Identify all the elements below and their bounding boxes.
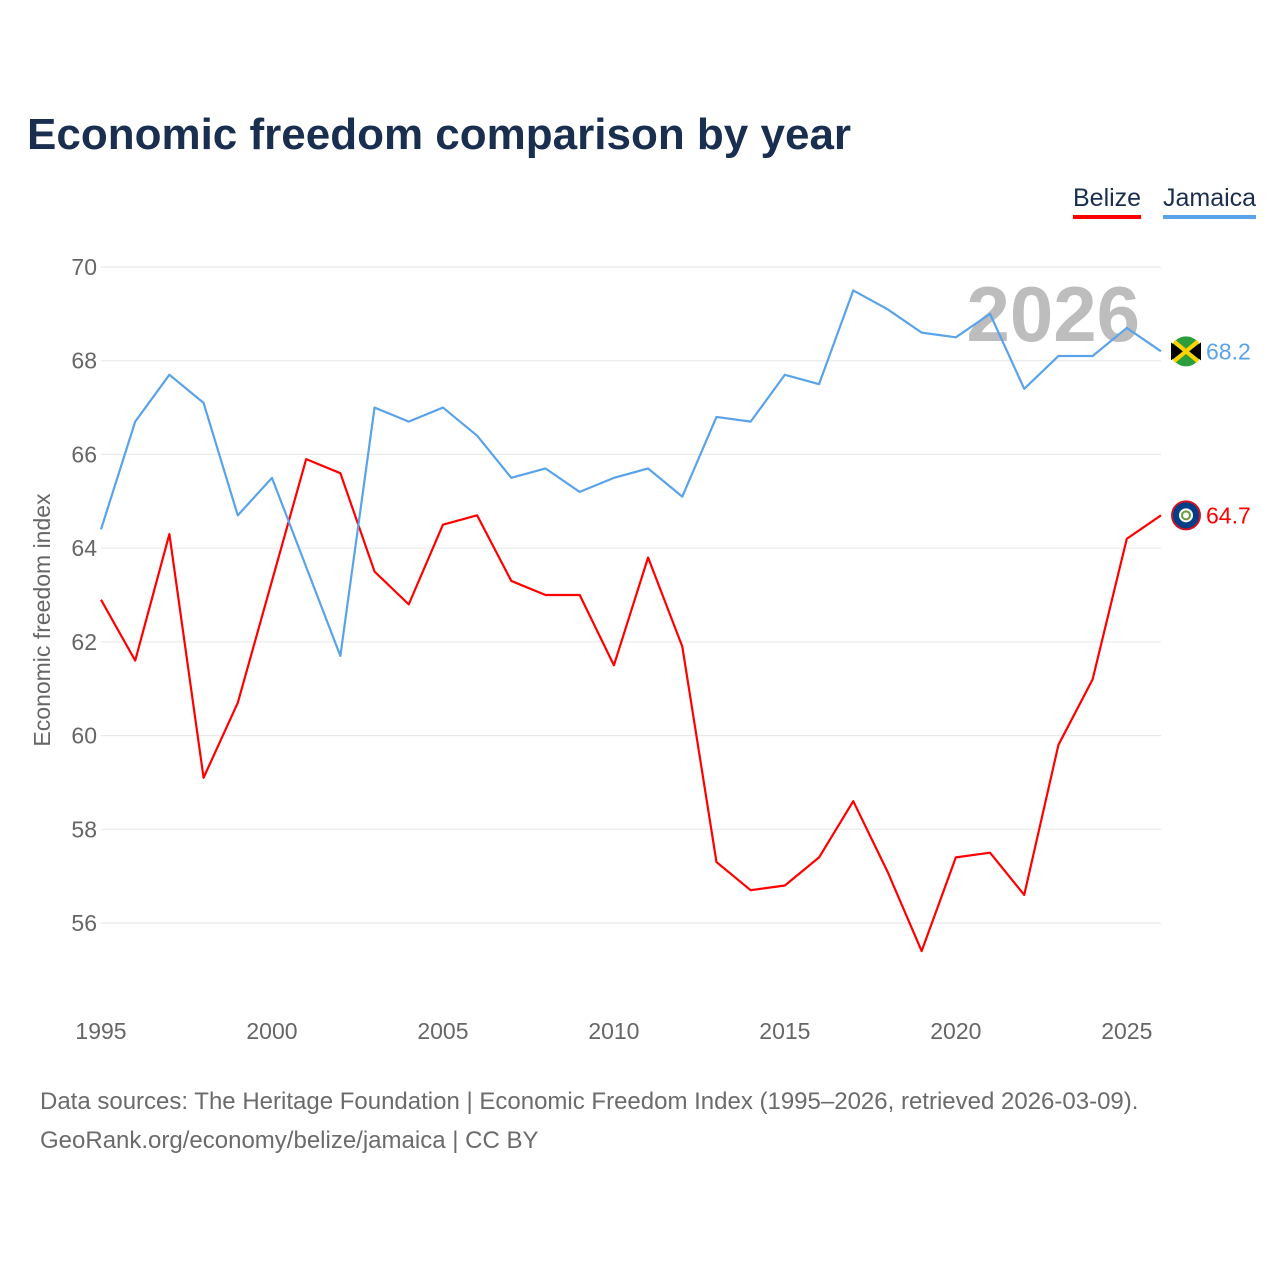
legend-item-jamaica[interactable]: Jamaica (1163, 184, 1257, 219)
x-tick-label: 2010 (588, 1018, 639, 1044)
source-text: Data sources: The Heritage Foundation | … (40, 1088, 1139, 1115)
y-tick-label: 58 (71, 816, 97, 842)
y-tick-label: 66 (71, 441, 97, 467)
x-tick-label: 2020 (930, 1018, 981, 1044)
belize-flag-wreath (1181, 510, 1191, 521)
y-axis-title: Economic freedom index (29, 493, 55, 747)
series-line-belize (100, 458, 1162, 953)
y-tick-label: 68 (71, 348, 97, 374)
x-tick-label: 2025 (1101, 1018, 1152, 1044)
year-watermark: 2026 (966, 270, 1140, 358)
y-tick-label: 70 (71, 254, 97, 280)
x-tick-label: 2015 (759, 1018, 810, 1044)
x-tick-label: 2005 (417, 1018, 468, 1044)
series-line-jamaica (99, 289, 1162, 658)
y-tick-label: 56 (71, 910, 97, 936)
x-tick-label: 1995 (75, 1018, 126, 1044)
end-value-label-jamaica: 68.2 (1206, 338, 1251, 364)
y-tick-label: 62 (71, 629, 97, 655)
chart-title: Economic freedom comparison by year (27, 110, 852, 159)
jamaica-flag-triangles (1171, 342, 1201, 361)
y-tick-label: 60 (71, 723, 97, 749)
y-tick-label: 64 (71, 535, 97, 561)
jamaica-flag-saltire (1172, 339, 1200, 363)
x-tick-label: 2000 (246, 1018, 297, 1044)
legend-item-belize[interactable]: Belize (1073, 184, 1142, 219)
end-value-label-belize: 64.7 (1206, 502, 1251, 528)
source-link[interactable]: GeoRank.org/economy/belize/jamaica | CC … (40, 1127, 539, 1154)
